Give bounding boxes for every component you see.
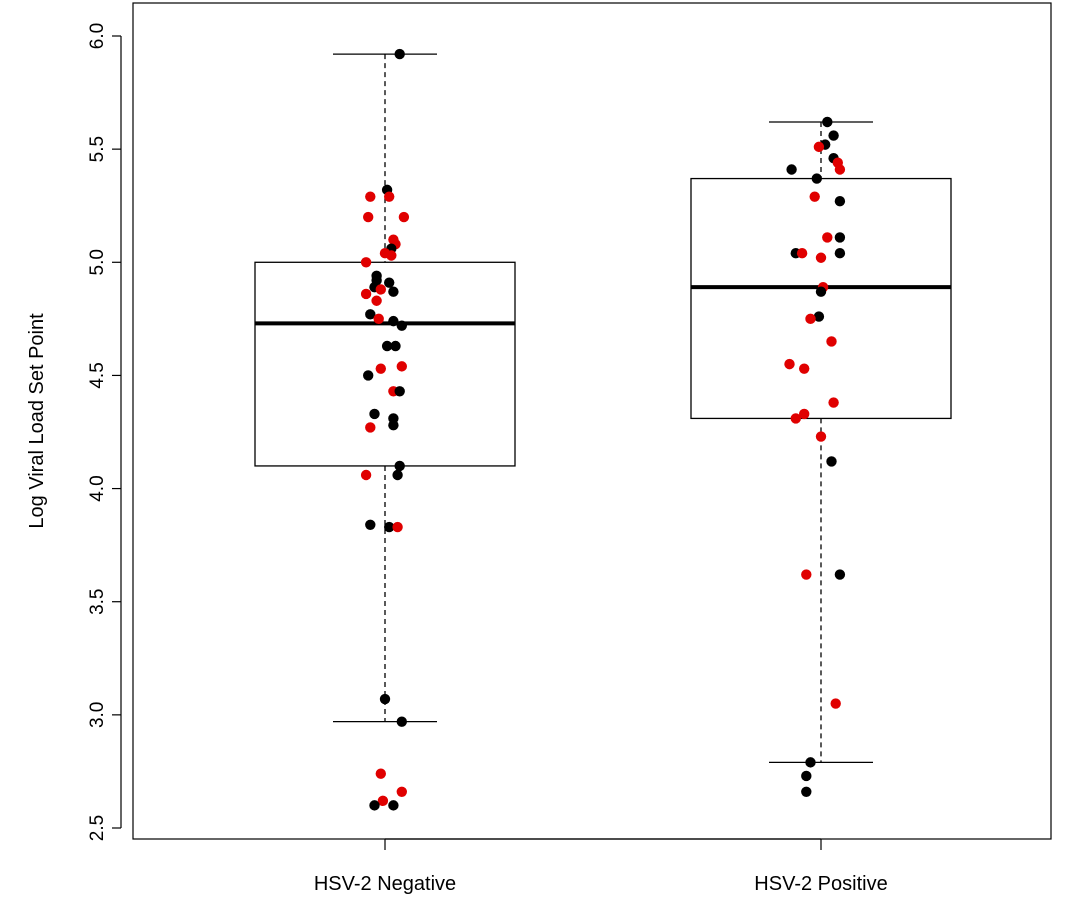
data-point [375, 284, 386, 295]
data-point [360, 257, 372, 268]
y-tick-label: 2.5 [87, 815, 108, 841]
data-point [360, 469, 372, 481]
data-point [388, 315, 399, 327]
box-hsv2-negative [254, 53, 516, 723]
y-tick-label: 6.0 [87, 23, 108, 49]
data-point [822, 116, 833, 128]
y-axis: 2.5 3.0 3.5 4.0 4.5 5.0 5.5 6.0 [87, 23, 122, 841]
boxes [254, 53, 952, 764]
data-point [375, 363, 386, 374]
data-point [796, 248, 808, 259]
data-point [815, 252, 827, 263]
data-point [396, 716, 407, 727]
data-point [386, 250, 397, 261]
x-tick-label: HSV-2 Positive [754, 873, 887, 895]
data-point [381, 340, 393, 352]
data-point [799, 363, 810, 374]
data-point [822, 232, 833, 243]
y-tick-label: 4.5 [87, 362, 108, 388]
data-point [365, 519, 376, 530]
data-point [815, 286, 827, 297]
data-point [392, 469, 403, 481]
data-point [813, 141, 825, 153]
data-point [801, 569, 812, 580]
data-point [805, 313, 816, 325]
data-point [396, 786, 407, 797]
data-point [373, 313, 384, 325]
data-point [830, 698, 841, 709]
data-point [834, 164, 846, 175]
data-point [398, 211, 410, 223]
y-tick-label: 3.0 [87, 702, 108, 728]
data-point [379, 693, 391, 705]
data-point [834, 232, 846, 243]
y-axis-label: Log Viral Load Set Point [26, 313, 48, 529]
data-point [363, 211, 374, 223]
data-point [815, 431, 827, 442]
data-point [377, 795, 389, 807]
data-point [394, 460, 405, 472]
data-point [365, 422, 376, 433]
data-point [799, 408, 810, 420]
data-point [834, 569, 846, 580]
data-point [801, 786, 812, 797]
x-tick-label: HSV-2 Negative [314, 873, 456, 895]
data-point [828, 397, 839, 408]
data-point [834, 195, 846, 207]
data-point [388, 420, 399, 431]
data-point [396, 361, 407, 372]
box-iqr [690, 177, 952, 420]
data-point [834, 248, 846, 259]
data-point [786, 164, 797, 175]
y-tick-label: 3.5 [87, 589, 108, 615]
data-point [392, 521, 403, 533]
data-point [394, 386, 405, 397]
data-point [394, 48, 405, 60]
data-point [826, 336, 837, 347]
data-point [813, 311, 825, 322]
data-point [396, 320, 407, 331]
data-point [388, 800, 399, 811]
data-point [371, 295, 382, 306]
box-hsv2-positive [690, 121, 952, 764]
box-iqr [254, 261, 516, 467]
x-axis: HSV-2 Negative HSV-2 Positive [314, 838, 888, 895]
data-point [363, 370, 374, 381]
data-point [388, 286, 399, 297]
data-point [390, 340, 401, 352]
data-point [365, 191, 376, 202]
data-point [790, 413, 801, 424]
data-point [784, 358, 795, 370]
data-point [360, 288, 372, 300]
data-point [828, 130, 839, 141]
data-point [811, 173, 822, 184]
data-point [801, 770, 812, 782]
data-point [369, 408, 380, 420]
data-point [384, 277, 395, 288]
data-point [826, 456, 837, 467]
y-tick-label: 5.0 [87, 249, 108, 275]
y-tick-label: 4.0 [87, 475, 108, 501]
data-point [365, 309, 376, 320]
data-point [805, 757, 816, 768]
data-point [369, 800, 380, 811]
y-tick-label: 5.5 [87, 136, 108, 162]
data-point [375, 768, 386, 779]
data-point [384, 521, 395, 533]
data-points [360, 48, 846, 811]
data-point [809, 191, 820, 202]
data-point [384, 191, 395, 202]
